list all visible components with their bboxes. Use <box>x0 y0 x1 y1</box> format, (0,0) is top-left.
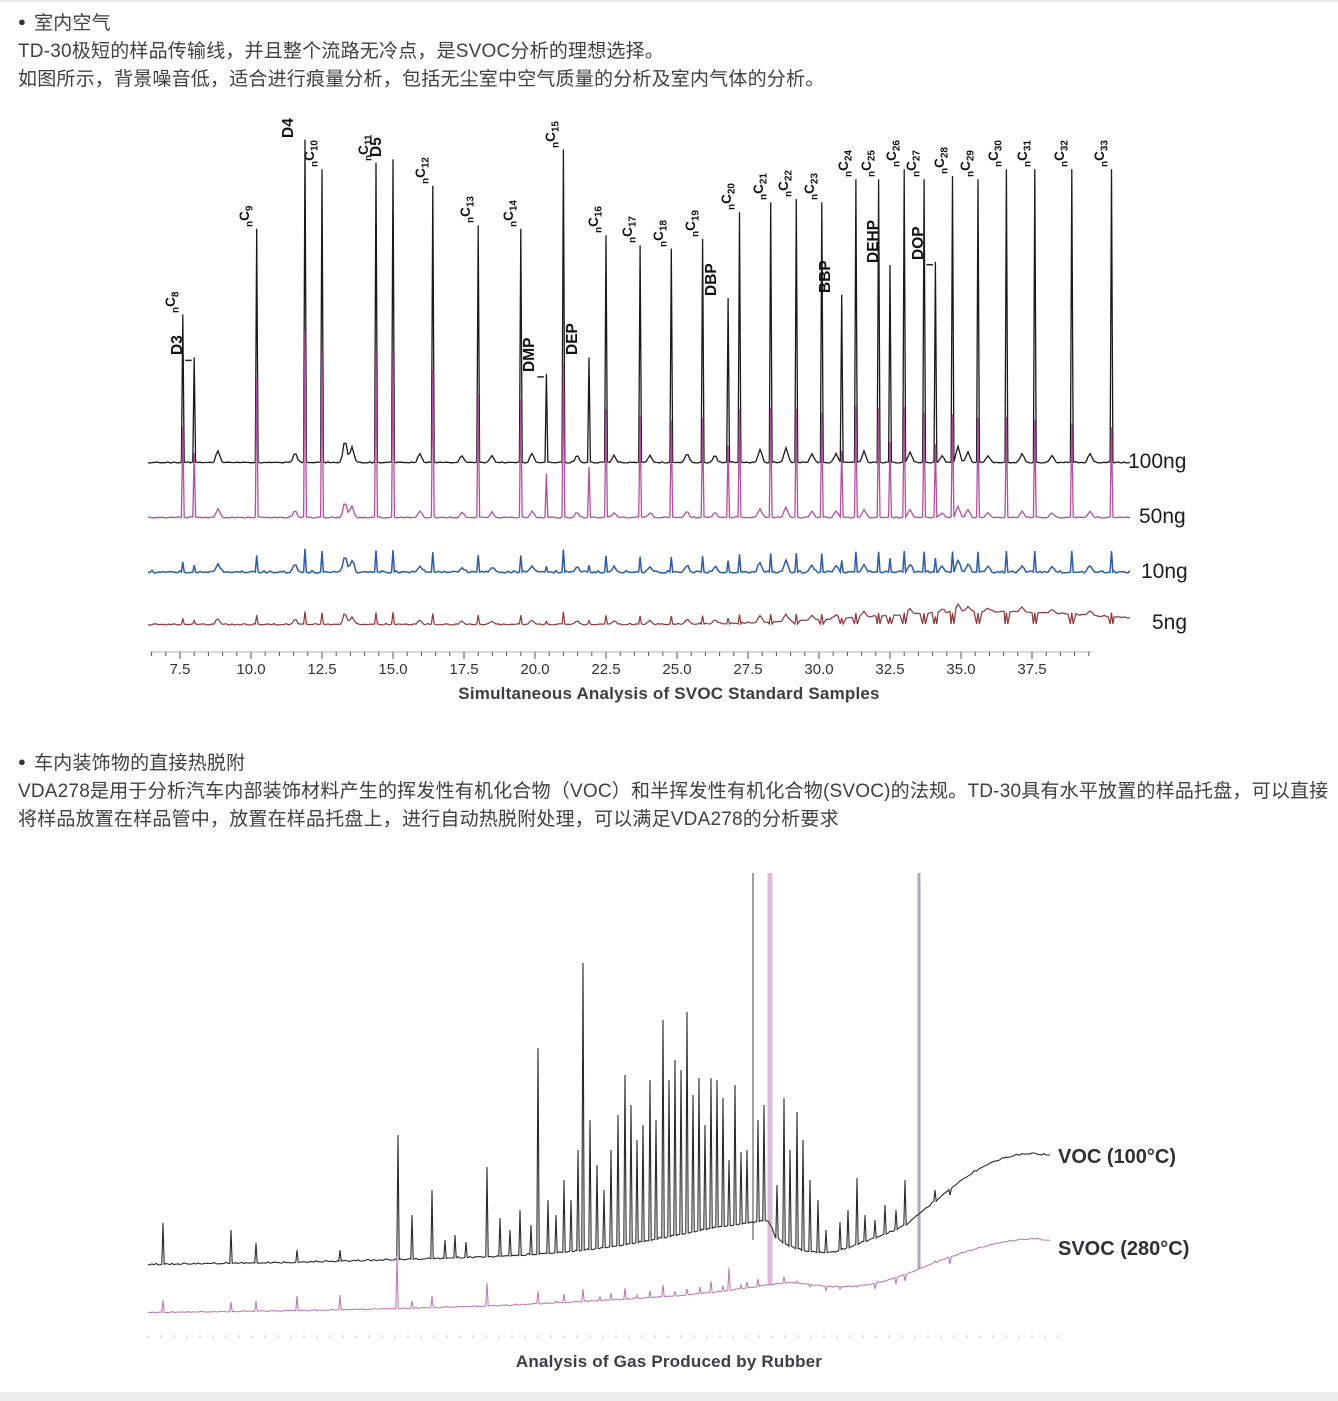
x-tick-label: 25.0 <box>662 661 692 678</box>
peak-label-D4: D4 <box>279 117 297 138</box>
peak-label-D3: D3 <box>169 335 187 356</box>
chart1-caption: Simultaneous Analysis of SVOC Standard S… <box>458 684 880 703</box>
x-tick-label: 37.5 <box>1017 661 1047 678</box>
x-tick-label: 12.5 <box>307 661 337 678</box>
section1-heading: ● 室内空气 <box>18 8 111 35</box>
bottom-divider <box>0 1392 1338 1401</box>
trace-svoc <box>147 1237 1051 1314</box>
section2-heading: ● 车内装饰物的直接热脱附 <box>18 748 245 775</box>
peak-label-nC26: nC26 <box>884 140 903 168</box>
peak-label-nC8: nC8 <box>162 291 182 313</box>
chart2-canvas <box>147 873 1059 1338</box>
peak-label-DOP: DOP <box>910 226 928 260</box>
trace-label-5ng: 5ng <box>1152 611 1188 634</box>
svoc-trace-label: SVOC (280°C) <box>1058 1238 1190 1260</box>
peak-label-nC29: nC29 <box>958 150 977 178</box>
section1-line2: 如图所示，背景噪音低，适合进行痕量分析，包括无尘室中空气质量的分析及室内气体的分… <box>18 69 825 90</box>
peak-label-nC33: nC33 <box>1091 140 1111 168</box>
peak-label-nC15: nC15 <box>543 120 563 148</box>
peak-label-nC12: nC12 <box>412 156 432 184</box>
trace-50ng <box>147 330 1131 520</box>
peak-label-DEHP: DEHP <box>865 219 882 263</box>
section1-line1: TD-30极短的样品传输线，并且整个流路无冷点，是SVOC分析的理想选择。 <box>18 41 665 62</box>
x-tick-label: 10.0 <box>236 661 266 678</box>
peak-label-nC23: nC23 <box>801 173 821 201</box>
peak-label-nC22: nC22 <box>776 170 795 197</box>
peak-label-nC30: nC30 <box>986 140 1006 168</box>
peak-label-nC9: nC9 <box>236 205 256 227</box>
section1-title: 室内空气 <box>34 13 111 34</box>
rubber-gas-chromatogram: VOC (100°C) SVOC (280°C) <box>140 865 1200 1345</box>
peak-label-nC18: nC18 <box>651 219 670 247</box>
top-divider <box>0 0 1338 2</box>
x-tick-label: 17.5 <box>449 661 479 678</box>
x-tick-label: 22.5 <box>591 661 621 678</box>
bullet-icon: ● <box>18 14 27 29</box>
peak-label-nC20: nC20 <box>719 183 739 211</box>
peak-label-DEP: DEP <box>563 323 581 356</box>
peak-label-nC17: nC17 <box>620 216 639 244</box>
peak-label-nC32: nC32 <box>1051 140 1071 168</box>
peak-label-nC21: nC21 <box>750 173 770 201</box>
x-tick-label: 15.0 <box>378 661 408 678</box>
trace-5ng <box>147 603 1131 626</box>
trace-label-10ng: 10ng <box>1141 560 1188 583</box>
x-tick-label: 20.0 <box>520 661 550 678</box>
bullet-icon: ● <box>18 754 27 769</box>
peak-label-D5: D5 <box>368 137 385 158</box>
trace-voc <box>147 962 1051 1266</box>
voc-trace-label: VOC (100°C) <box>1058 1146 1177 1168</box>
peak-label-nC16: nC16 <box>586 206 605 234</box>
trace-10ng <box>148 548 1131 575</box>
trace-label-50ng: 50ng <box>1139 505 1186 528</box>
peak-label-nC28: nC28 <box>932 146 952 174</box>
peak-label-DMP: DMP <box>521 337 539 372</box>
peak-label-nC13: nC13 <box>458 196 477 224</box>
x-tick-label: 27.5 <box>733 661 763 678</box>
chart2-caption: Analysis of Gas Produced by Rubber <box>515 1352 823 1371</box>
section2-line2: 将样品放置在样品管中，放置在样品托盘上，进行自动热脱附处理，可以满足VDA278… <box>18 809 839 830</box>
x-tick-label: 32.5 <box>875 661 905 678</box>
peak-label-nC31: nC31 <box>1014 140 1034 168</box>
peak-label-nC19: nC19 <box>682 209 702 237</box>
peak-label-BBP: BBP <box>816 259 834 293</box>
trace-100ng <box>147 139 1131 464</box>
peak-label-DBP: DBP <box>703 263 721 296</box>
x-tick-label: 7.5 <box>169 661 191 678</box>
trace-label-100ng: 100ng <box>1128 450 1187 473</box>
peak-label-nC10: nC10 <box>302 140 321 168</box>
peak-label-nC25: nC25 <box>858 150 878 178</box>
x-tick-label: 30.0 <box>804 661 834 678</box>
peak-label-nC14: nC14 <box>500 199 520 227</box>
peak-label-nC24: nC24 <box>835 150 855 178</box>
peak-label-nC27: nC27 <box>904 150 923 178</box>
section2-title: 车内装饰物的直接热脱附 <box>34 753 246 774</box>
x-tick-label: 35.0 <box>946 661 976 678</box>
section2-line1: VDA278是用于分析汽车内部装饰材料产生的挥发性有机化合物（VOC）和半挥发性… <box>18 781 1329 802</box>
chart1-canvas <box>147 139 1131 659</box>
svoc-chromatogram: 100ng 50ng 10ng 5ng 7.5 10.0 12.5 15.0 17.5 2… <box>140 118 1200 710</box>
